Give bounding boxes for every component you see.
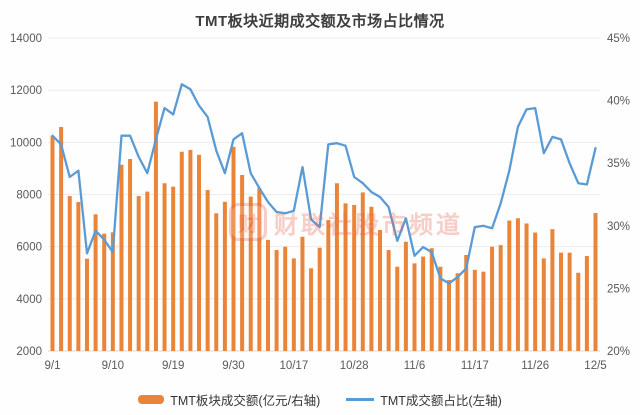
volume-bar xyxy=(464,255,469,351)
volume-bar xyxy=(498,245,503,351)
volume-bar xyxy=(533,232,538,351)
volume-bar xyxy=(334,183,339,351)
volume-bar xyxy=(188,149,193,351)
volume-bar xyxy=(171,186,176,351)
volume-bar xyxy=(343,203,348,351)
volume-bar xyxy=(369,206,374,351)
volume-bar xyxy=(412,263,417,351)
volume-bar xyxy=(67,196,72,351)
volume-bar xyxy=(446,280,451,351)
x-axis-tick-label: 10/17 xyxy=(279,360,308,372)
volume-bar xyxy=(524,223,529,351)
volume-bar xyxy=(300,236,305,351)
y-axis-right-tick-label: 35% xyxy=(607,158,630,170)
y-axis-right-tick-label: 30% xyxy=(607,221,630,233)
y-axis-left-tick-label: 10000 xyxy=(10,137,42,149)
x-axis-tick-label: 9/10 xyxy=(102,360,124,372)
volume-bar xyxy=(567,252,572,351)
volume-bar xyxy=(515,218,520,351)
volume-bar xyxy=(84,258,89,351)
legend-line-swatch-icon xyxy=(346,398,375,401)
volume-bar xyxy=(429,248,434,351)
volume-bar xyxy=(593,213,598,351)
volume-bar xyxy=(197,154,202,351)
legend: TMT板块成交额(亿元/右轴) TMT成交额占比(左轴) xyxy=(0,390,640,409)
volume-bar xyxy=(507,220,512,351)
legend-item-share: TMT成交额占比(左轴) xyxy=(346,390,502,409)
chart-title: TMT板块近期成交额及市场占比情况 xyxy=(195,13,445,30)
volume-bar xyxy=(265,239,270,351)
volume-bar xyxy=(145,191,150,351)
volume-bar xyxy=(240,174,245,351)
y-axis-left-tick-label: 8000 xyxy=(16,190,42,202)
x-axis-tick-label: 10/28 xyxy=(340,360,369,372)
y-axis-left-tick-label: 6000 xyxy=(16,242,42,254)
y-axis-left-tick-label: 14000 xyxy=(10,33,42,45)
volume-bar xyxy=(153,101,158,351)
volume-bar xyxy=(326,220,331,351)
volume-bar xyxy=(205,190,210,351)
legend-volume-label: TMT板块成交额(亿元/右轴) xyxy=(170,394,321,408)
volume-bar xyxy=(76,202,81,351)
volume-bar xyxy=(222,201,227,351)
x-axis-tick-label: 9/30 xyxy=(222,360,244,372)
x-axis-tick-label: 9/19 xyxy=(162,360,184,372)
volume-bar xyxy=(136,196,141,351)
volume-bar xyxy=(395,266,400,351)
y-axis-right-tick-label: 40% xyxy=(607,96,630,108)
volume-bar xyxy=(128,159,133,351)
volume-bar xyxy=(455,273,460,351)
volume-bar xyxy=(378,229,383,351)
plot-area: 14000 12000 10000 8000 6000 4000 2000 45% 40% 35%… xyxy=(10,33,630,372)
volume-bar xyxy=(360,192,365,351)
legend-bar-swatch-icon xyxy=(138,395,165,404)
volume-bar xyxy=(481,271,486,351)
volume-bar xyxy=(472,269,477,351)
volume-bar xyxy=(274,250,279,351)
volume-bar xyxy=(50,136,55,351)
volume-bar xyxy=(257,188,262,351)
volume-bar xyxy=(110,232,115,351)
y-axis-right-tick-label: 45% xyxy=(607,33,630,45)
legend-item-volume: TMT板块成交额(亿元/右轴) xyxy=(138,390,320,409)
x-axis-tick-label: 12/5 xyxy=(584,360,606,372)
volume-bar xyxy=(119,164,124,351)
volume-bar xyxy=(421,256,426,351)
volume-bar xyxy=(214,213,219,351)
volume-bar xyxy=(283,246,288,351)
y-axis-left-tick-label: 12000 xyxy=(10,85,42,97)
volume-bar xyxy=(309,268,314,351)
volume-bar xyxy=(317,247,322,351)
volume-bar xyxy=(541,258,546,351)
volume-bar xyxy=(179,151,184,351)
x-axis-tick-label: 11/26 xyxy=(521,360,549,372)
volume-bar xyxy=(162,183,167,351)
volume-bar xyxy=(352,204,357,351)
y-axis-left-tick-label: 4000 xyxy=(16,294,42,306)
volume-bar xyxy=(248,196,253,351)
x-axis-tick-label: 9/1 xyxy=(45,360,61,372)
volume-bar xyxy=(559,252,564,351)
volume-bar xyxy=(550,229,555,351)
volume-bar xyxy=(291,258,296,351)
volume-bar xyxy=(231,146,236,351)
volume-bar xyxy=(102,233,107,351)
volume-bar xyxy=(584,256,589,351)
y-axis-right-tick-label: 25% xyxy=(607,283,630,295)
volume-bar xyxy=(386,250,391,351)
volume-bar xyxy=(438,266,443,351)
share-line xyxy=(51,83,597,285)
volume-bar xyxy=(576,272,581,351)
y-axis-right-tick-label: 20% xyxy=(607,346,630,358)
y-axis-left-tick-label: 2000 xyxy=(16,346,42,358)
volume-bar xyxy=(59,126,64,351)
volume-bar xyxy=(403,241,408,351)
legend-share-label: TMT成交额占比(左轴) xyxy=(380,394,502,408)
volume-bar xyxy=(490,246,495,351)
x-axis-tick-label: 11/6 xyxy=(404,360,426,372)
x-axis-tick-label: 11/17 xyxy=(461,360,489,372)
volume-bar xyxy=(93,214,98,351)
